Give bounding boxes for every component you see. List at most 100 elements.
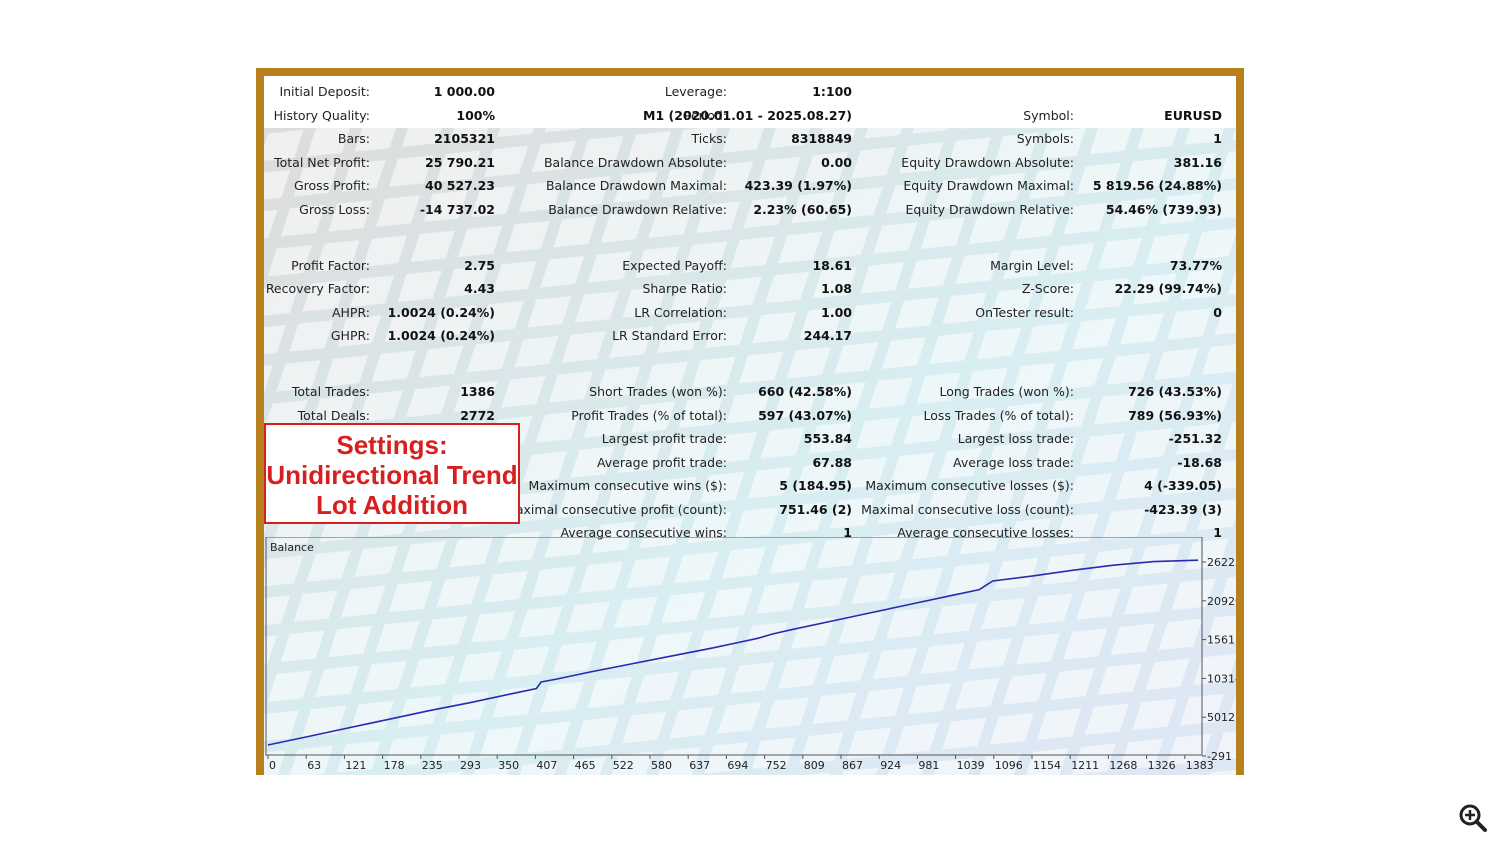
stat-label: Balance Drawdown Maximal: bbox=[545, 178, 727, 193]
x-tick-label: 981 bbox=[918, 759, 939, 772]
stat-label: Average consecutive wins: bbox=[560, 525, 727, 540]
x-tick-label: 1154 bbox=[1033, 759, 1061, 772]
plot-area bbox=[265, 537, 1203, 756]
stat-value: 1 000.00 bbox=[433, 84, 495, 99]
x-tick-label: 637 bbox=[689, 759, 710, 772]
stat-label: Maximum consecutive wins ($): bbox=[528, 478, 727, 493]
stat-label: AHPR: bbox=[331, 304, 370, 320]
x-tick-label: 1211 bbox=[1071, 759, 1099, 772]
x-tick-label: 752 bbox=[766, 759, 787, 772]
x-tick-label: 694 bbox=[727, 759, 748, 772]
zoom-in-icon[interactable] bbox=[1458, 803, 1488, 833]
x-tick-label: 809 bbox=[804, 759, 825, 772]
stat-label: LR Correlation: bbox=[634, 304, 727, 320]
stat-value: 1386 bbox=[460, 384, 495, 399]
stat-value: 22.29 (99.74%) bbox=[1114, 281, 1222, 296]
stat-label: Symbols: bbox=[1016, 131, 1074, 146]
stat-label: History Quality: bbox=[273, 107, 370, 123]
stat-value: 660 (42.58%) bbox=[758, 384, 852, 399]
x-tick-label: 235 bbox=[422, 759, 443, 772]
stat-label: Ticks: bbox=[691, 131, 727, 146]
stat-label: OnTester result: bbox=[975, 304, 1074, 320]
stat-label: Gross Loss: bbox=[299, 201, 370, 217]
x-tick-label: 293 bbox=[460, 759, 481, 772]
x-tick-label: 350 bbox=[498, 759, 519, 772]
stat-label: Symbol: bbox=[1023, 107, 1074, 123]
stat-value: 1.08 bbox=[821, 281, 852, 296]
stat-label: Average loss trade: bbox=[953, 454, 1074, 470]
stat-label: Equity Drawdown Relative: bbox=[905, 201, 1074, 217]
stat-value: 597 (43.07%) bbox=[758, 407, 852, 423]
stat-value: -18.68 bbox=[1177, 454, 1222, 470]
stat-label: Expected Payoff: bbox=[622, 257, 727, 273]
stat-value: 423.39 (1.97%) bbox=[744, 178, 852, 193]
x-tick-label: 1096 bbox=[995, 759, 1023, 772]
x-tick-label: 580 bbox=[651, 759, 672, 772]
settings-line-1: Settings: bbox=[336, 430, 448, 460]
stat-value: 4 (-339.05) bbox=[1144, 478, 1222, 493]
stat-label: Initial Deposit: bbox=[279, 84, 370, 99]
stat-label: GHPR: bbox=[330, 328, 370, 343]
stat-label: Maximal consecutive profit (count): bbox=[505, 501, 727, 517]
stat-value: 18.61 bbox=[812, 257, 852, 273]
stat-value: 0 bbox=[1213, 304, 1222, 320]
stat-label: Period: bbox=[683, 107, 727, 123]
stat-label: Balance Drawdown Absolute: bbox=[543, 154, 727, 170]
stat-label: Largest profit trade: bbox=[601, 431, 727, 446]
stat-label: Recovery Factor: bbox=[265, 281, 370, 296]
y-tick-label: 20920 bbox=[1207, 595, 1236, 608]
stat-value: 244.17 bbox=[803, 328, 852, 343]
stat-value: 381.16 bbox=[1173, 154, 1222, 170]
stat-value: 0.00 bbox=[821, 154, 852, 170]
stat-value: 5 819.56 (24.88%) bbox=[1092, 178, 1222, 193]
stat-label: Total Trades: bbox=[291, 384, 370, 399]
x-tick-label: 407 bbox=[536, 759, 557, 772]
stat-label: LR Standard Error: bbox=[612, 328, 727, 343]
balance-line bbox=[267, 559, 1199, 746]
stat-value: 1.0024 (0.24%) bbox=[387, 304, 495, 320]
stat-label: Long Trades (won %): bbox=[939, 384, 1074, 399]
x-tick-label: 1268 bbox=[1109, 759, 1137, 772]
x-tick-label: 924 bbox=[880, 759, 901, 772]
x-tick-label: 1383 bbox=[1186, 759, 1214, 772]
stat-value: 5 (184.95) bbox=[779, 478, 852, 493]
stat-label: Total Deals: bbox=[297, 407, 370, 423]
stat-label: Maximal consecutive loss (count): bbox=[861, 501, 1074, 517]
stat-value: 54.46% (739.93) bbox=[1105, 201, 1222, 217]
stat-value: 25 790.21 bbox=[425, 154, 495, 170]
stat-label: Equity Drawdown Absolute: bbox=[901, 154, 1074, 170]
stat-label: Sharpe Ratio: bbox=[642, 281, 727, 296]
stat-value: EURUSD bbox=[1164, 107, 1222, 123]
x-tick-label: 121 bbox=[345, 759, 366, 772]
y-tick-label: 10314 bbox=[1207, 672, 1236, 685]
y-tick-label: 15617 bbox=[1207, 634, 1236, 647]
stat-label: Average profit trade: bbox=[596, 454, 727, 470]
stat-value: 726 (43.53%) bbox=[1128, 384, 1222, 399]
stat-value: 2.75 bbox=[464, 257, 495, 273]
stat-value: 4.43 bbox=[464, 281, 495, 296]
stat-label: Balance Drawdown Relative: bbox=[548, 201, 727, 217]
x-tick-label: 867 bbox=[842, 759, 863, 772]
stat-value: 40 527.23 bbox=[425, 178, 495, 193]
stat-value: 1:100 bbox=[812, 84, 852, 99]
stat-value: M1 (2020.01.01 - 2025.08.27) bbox=[643, 107, 852, 123]
stat-label: Largest loss trade: bbox=[957, 431, 1074, 446]
stat-value: 2772 bbox=[460, 407, 495, 423]
x-tick-label: 1326 bbox=[1148, 759, 1176, 772]
report-frame: Initial Deposit: 1 000.00 Leverage: 1:100 Hi… bbox=[256, 68, 1244, 775]
background-pattern bbox=[264, 128, 1236, 775]
stat-value: 100% bbox=[456, 107, 495, 123]
stat-value: 1 bbox=[1213, 131, 1222, 146]
stat-label: Leverage: bbox=[664, 84, 727, 99]
y-tick-label: 5012 bbox=[1207, 711, 1235, 724]
stat-value: 67.88 bbox=[812, 454, 852, 470]
stat-value: 789 (56.93%) bbox=[1128, 407, 1222, 423]
stat-label: Profit Trades (% of total): bbox=[571, 407, 727, 423]
stat-label: Loss Trades (% of total): bbox=[923, 407, 1074, 423]
stat-value: 1.00 bbox=[821, 304, 852, 320]
stat-label: Margin Level: bbox=[990, 257, 1074, 273]
x-tick-label: 178 bbox=[384, 759, 405, 772]
